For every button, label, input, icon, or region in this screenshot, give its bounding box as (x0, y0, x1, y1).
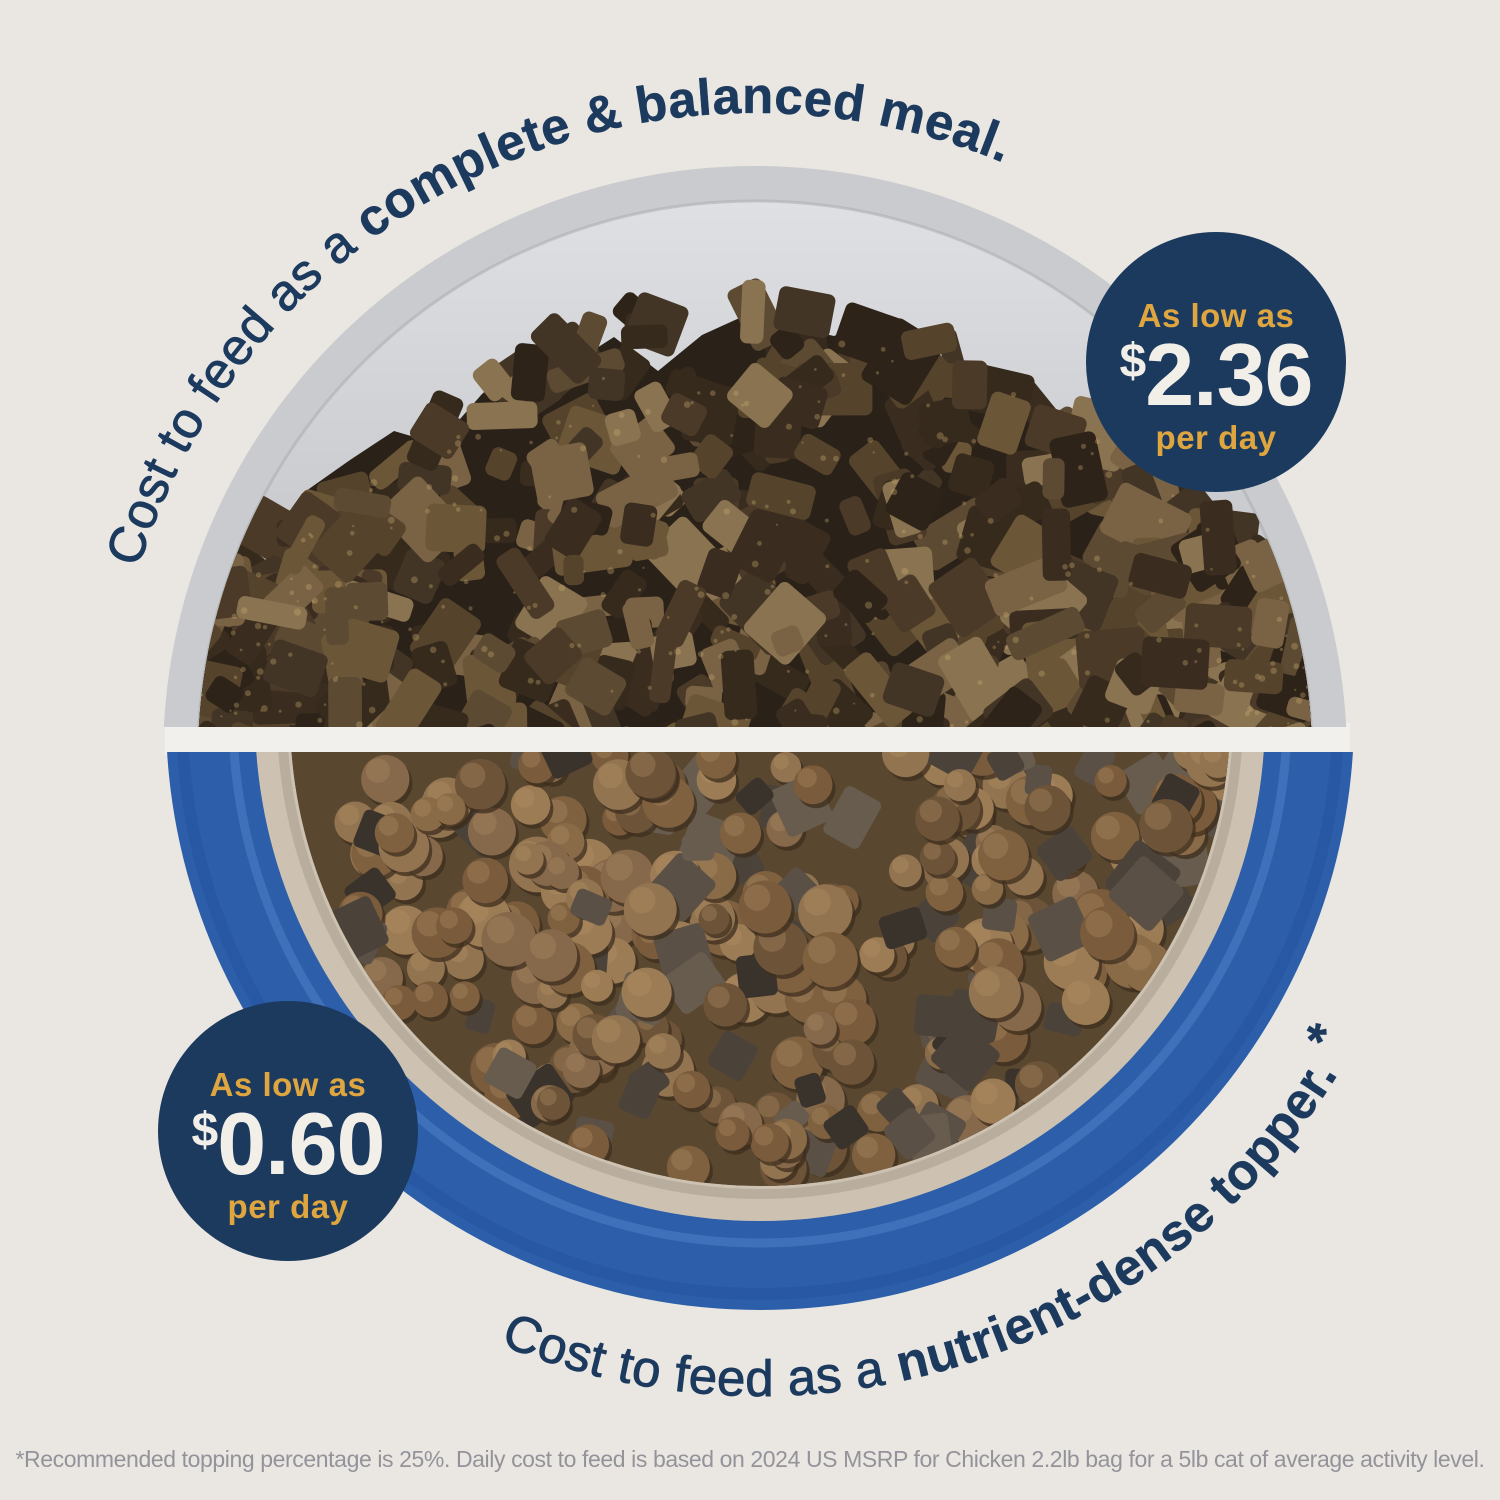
topper-badge-amount: $0.60 (192, 1094, 385, 1193)
blue-bowl-outer-shading (177, 752, 1343, 1300)
photo-cut-band (165, 723, 1350, 755)
meal-badge-suffix: per day (1156, 419, 1277, 456)
meal-badge-prefix: As low as (1138, 297, 1295, 334)
gray-bowl-interior-edge (197, 199, 1313, 727)
topper-badge-suffix: per day (228, 1188, 349, 1225)
meal-price-badge: As low as $2.36 per day (1086, 232, 1346, 492)
topper-badge-circle (158, 1001, 418, 1261)
meal-bowl-photo (163, 166, 1347, 727)
topper-badge-currency: $ (192, 1104, 219, 1157)
meal-badge-amount: $2.36 (1120, 325, 1313, 424)
topper-bowl-photo (167, 752, 1353, 1310)
meal-badge-circle (1086, 232, 1346, 492)
topper-price-badge: As low as $0.60 per day (158, 1001, 418, 1261)
kibble-food-texture (290, 752, 1230, 1186)
topper-badge-prefix: As low as (210, 1066, 367, 1103)
topper-caption-regular: Cost to feed as a (496, 1302, 903, 1407)
meal-badge-currency: $ (1120, 335, 1147, 388)
blue-bowl-inner-lip-shadow (278, 752, 1242, 1199)
topper-badge-value: 0.60 (217, 1094, 384, 1193)
blue-bowl-highlight-ring (229, 752, 1291, 1248)
meal-badge-value: 2.36 (1145, 325, 1312, 424)
footnote-text: *Recommended topping percentage is 25%. … (15, 1446, 1485, 1472)
